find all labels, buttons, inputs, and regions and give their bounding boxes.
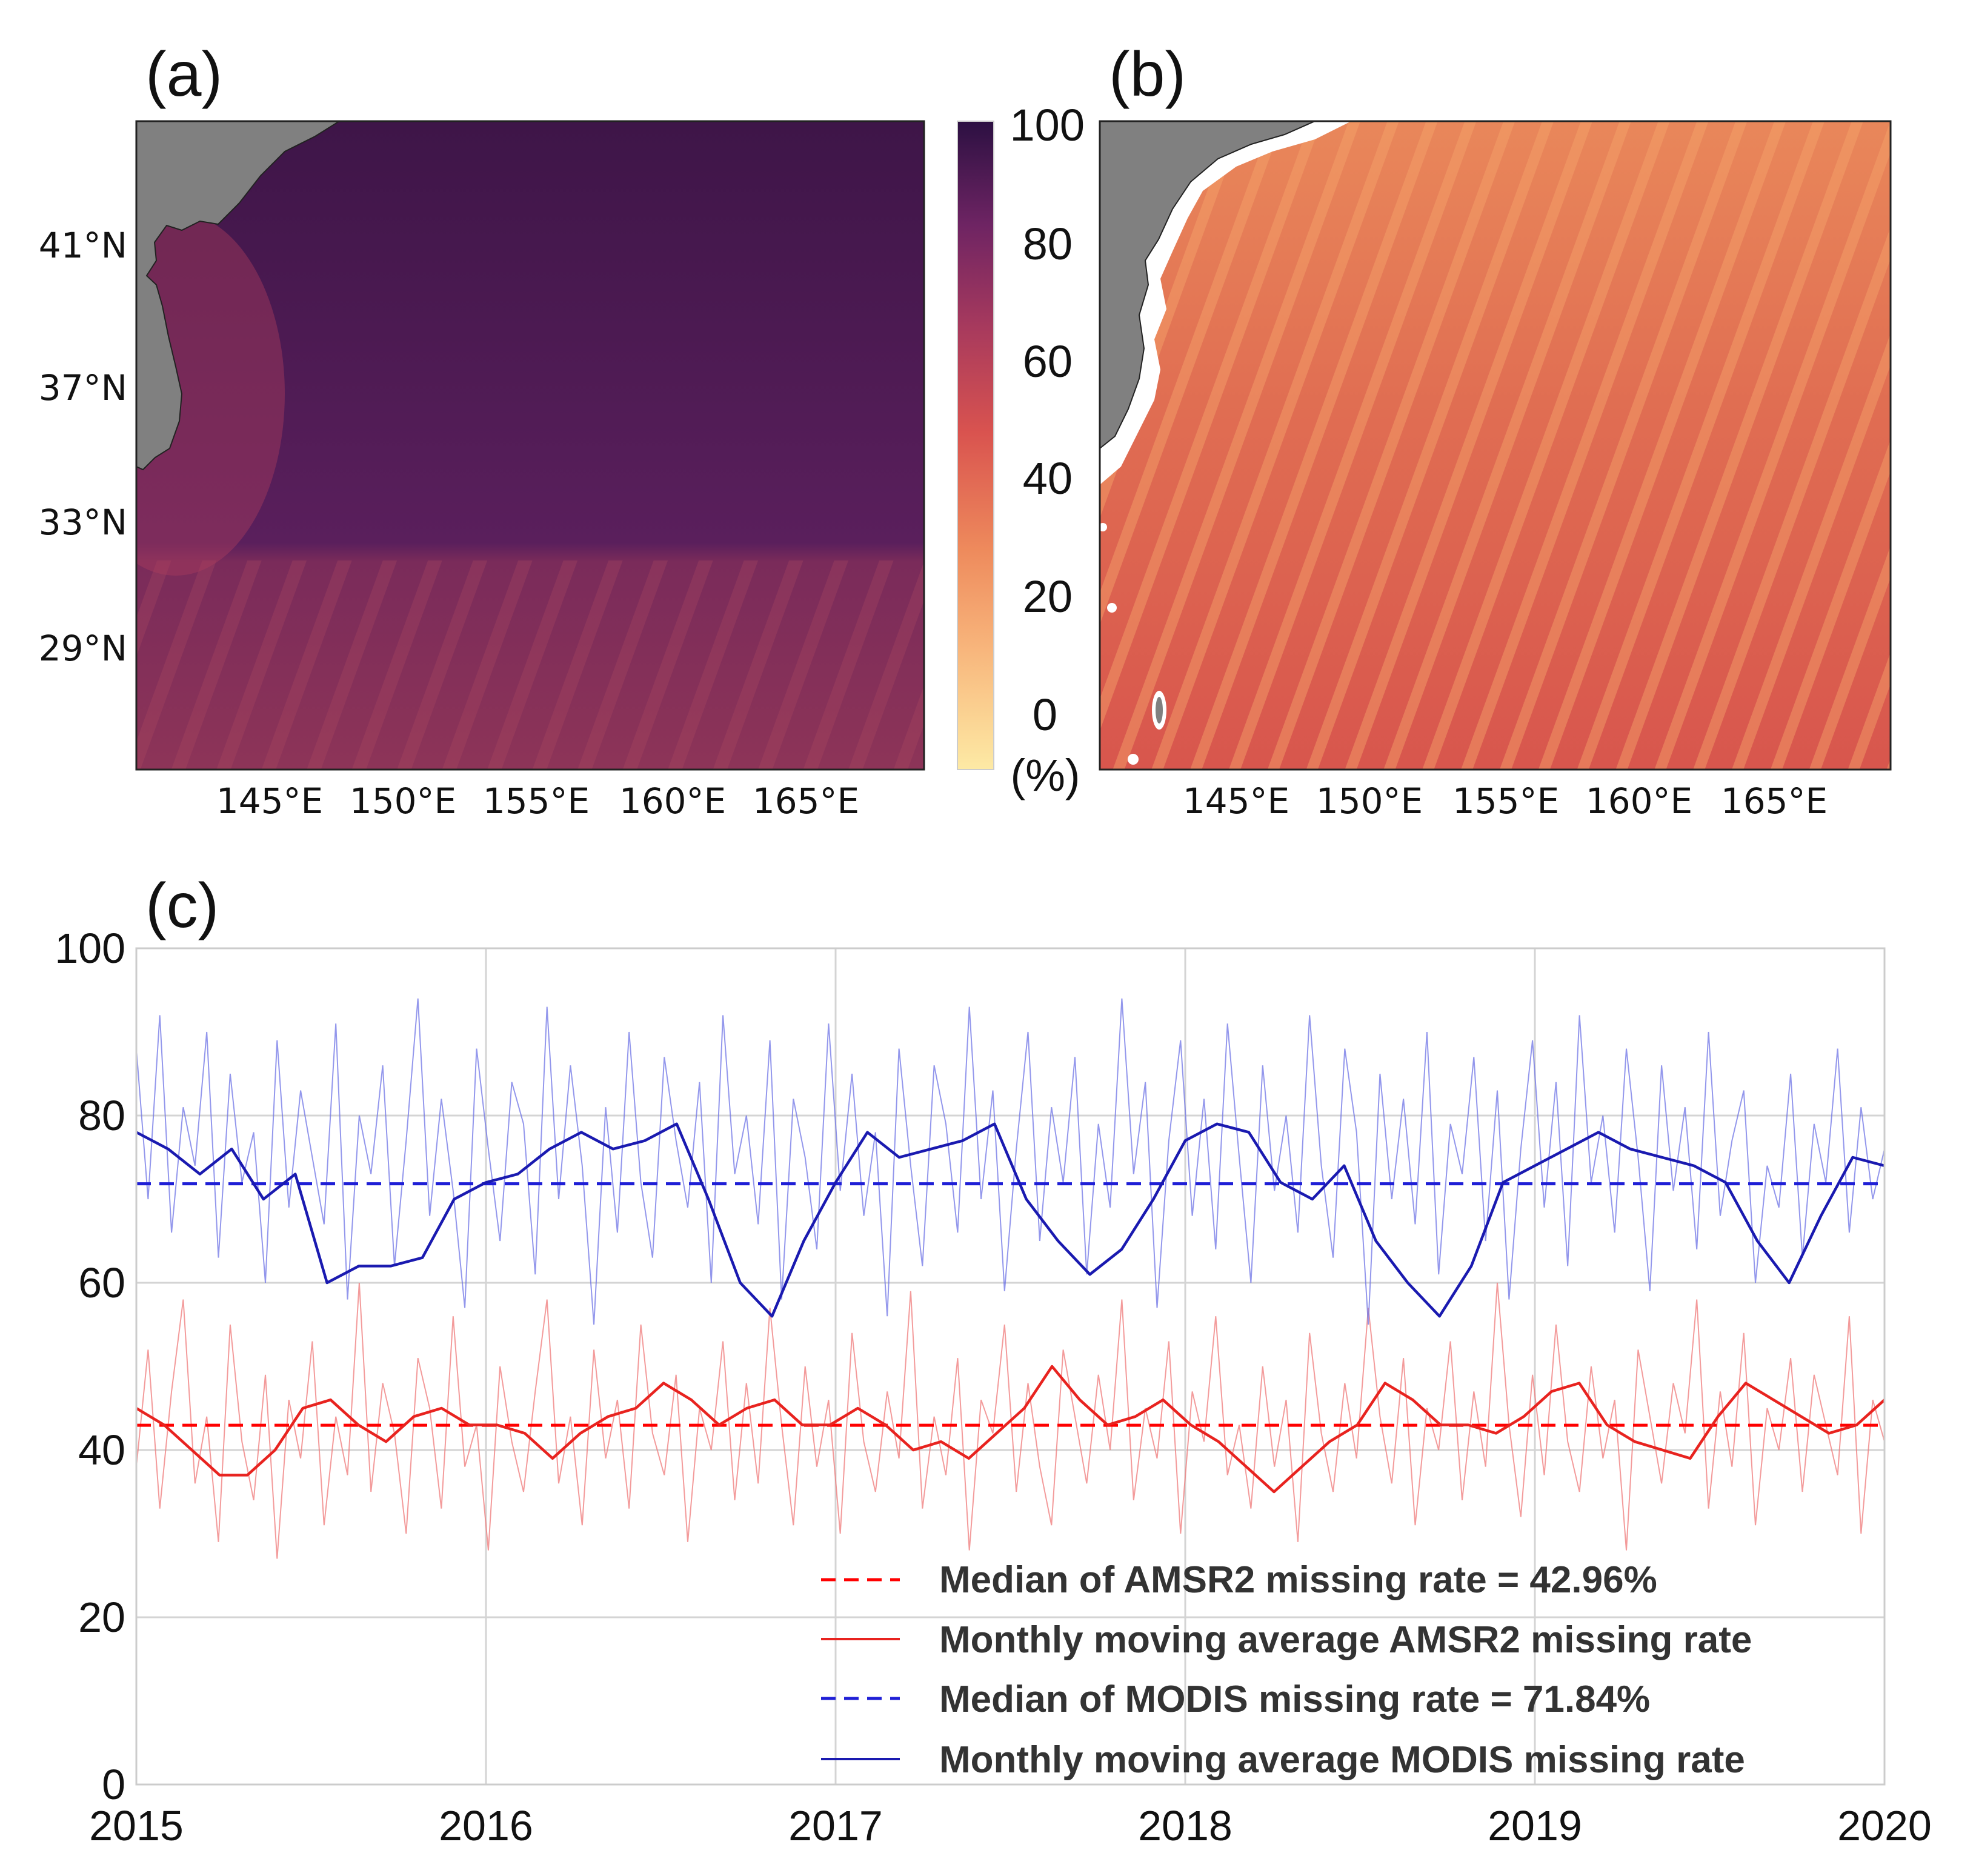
x-tick-label: 2015 xyxy=(89,1802,184,1849)
map-a-lon-tick: 160°E xyxy=(619,780,726,822)
timeseries-y-ticks: 0 20 40 60 80 100 xyxy=(55,925,125,1808)
map-a-lon-tick: 150°E xyxy=(350,780,456,822)
map-b-island xyxy=(1100,523,1107,531)
map-b-frame xyxy=(1099,120,1892,771)
map-b-island xyxy=(1107,603,1117,613)
colorbar-tick: 80 xyxy=(1023,219,1073,269)
colorbar-tick: 20 xyxy=(1023,571,1073,622)
map-a-lat-ticks: 41°N 37°N 33°N 29°N xyxy=(39,225,127,669)
map-b-lon-ticks: 145°E 150°E 155°E 160°E 165°E xyxy=(1183,780,1828,822)
x-tick-label: 2019 xyxy=(1488,1802,1582,1849)
timeseries-plot-area xyxy=(136,948,1885,1785)
timeseries-lines xyxy=(136,1122,1885,1494)
x-tick-label: 2020 xyxy=(1837,1802,1932,1849)
moving-average-line xyxy=(136,1122,1885,1318)
y-tick-label: 0 xyxy=(102,1761,125,1808)
y-tick-label: 20 xyxy=(78,1594,125,1641)
moving-average-line xyxy=(136,1365,1885,1494)
map-a-frame xyxy=(135,120,925,771)
panel-b-label: (b) xyxy=(1109,39,1186,110)
map-a-lat-tick: 37°N xyxy=(39,367,127,408)
x-tick-label: 2016 xyxy=(439,1802,533,1849)
map-b-lon-tick: 160°E xyxy=(1586,780,1692,822)
map-b-swath-stripes xyxy=(1100,121,1891,770)
y-tick-label: 60 xyxy=(78,1259,125,1306)
x-tick-label: 2017 xyxy=(788,1802,883,1849)
colorbar-gradient xyxy=(957,121,994,770)
map-a-lat-tick: 29°N xyxy=(39,628,127,669)
map-a-coastal-glow xyxy=(136,212,285,576)
map-b-lon-tick: 165°E xyxy=(1721,780,1828,822)
map-b-land xyxy=(1100,121,1316,450)
colorbar-unit: (%) xyxy=(1010,750,1080,800)
map-b-lon-tick: 145°E xyxy=(1183,780,1289,822)
map-b-island xyxy=(1128,754,1139,765)
daily-series-line xyxy=(136,1282,1885,1559)
y-tick-label: 100 xyxy=(55,925,125,972)
map-a-land xyxy=(136,121,341,471)
panel-a-label: (a) xyxy=(145,39,222,110)
colorbar-tick: 40 xyxy=(1023,453,1073,504)
map-a-lon-tick: 155°E xyxy=(483,780,590,822)
colorbar-tick: 100 xyxy=(1010,100,1085,150)
timeseries-daily-noise xyxy=(136,998,1885,1559)
legend: Median of AMSR2 missing rate = 42.96% Mo… xyxy=(821,1559,1752,1781)
map-a-swath-stripes xyxy=(136,560,924,770)
map-a-lat-tick: 33°N xyxy=(39,502,127,543)
y-tick-label: 40 xyxy=(78,1426,125,1474)
map-b-lon-tick: 155°E xyxy=(1452,780,1559,822)
panel-c-label: (c) xyxy=(145,871,219,941)
legend-item-amsr2-median: Median of AMSR2 missing rate = 42.96% xyxy=(939,1559,1657,1601)
map-a xyxy=(136,121,924,770)
map-b-lon-tick: 150°E xyxy=(1316,780,1423,822)
daily-series-line xyxy=(136,998,1885,1325)
timeseries-x-ticks: 2015 2016 2017 2018 2019 2020 xyxy=(89,1802,1932,1849)
map-a-lon-ticks: 145°E 150°E 155°E 160°E 165°E xyxy=(216,780,859,822)
map-a-lon-tick: 165°E xyxy=(753,780,859,822)
timeseries-plot: 0 20 40 60 80 100 2015 2016 2017 2018 2019 2020 xyxy=(55,925,1932,1849)
colorbar-tick: 60 xyxy=(1023,336,1073,387)
legend-item-modis-average: Monthly moving average MODIS missing rat… xyxy=(939,1739,1745,1781)
map-a-lat-tick: 41°N xyxy=(39,225,127,266)
y-tick-label: 80 xyxy=(78,1092,125,1139)
map-a-lon-tick: 145°E xyxy=(216,780,323,822)
colorbar-tick: 0 xyxy=(1033,690,1057,740)
timeseries-frame xyxy=(135,947,1886,1786)
colorbar: 100 80 60 40 20 0 (%) xyxy=(957,100,1085,800)
legend-item-modis-median: Median of MODIS missing rate = 71.84% xyxy=(939,1678,1650,1720)
map-b-island xyxy=(1156,697,1163,723)
x-tick-label: 2018 xyxy=(1138,1802,1233,1849)
legend-item-amsr2-average: Monthly moving average AMSR2 missing rat… xyxy=(939,1619,1752,1661)
map-b xyxy=(1100,121,1891,770)
